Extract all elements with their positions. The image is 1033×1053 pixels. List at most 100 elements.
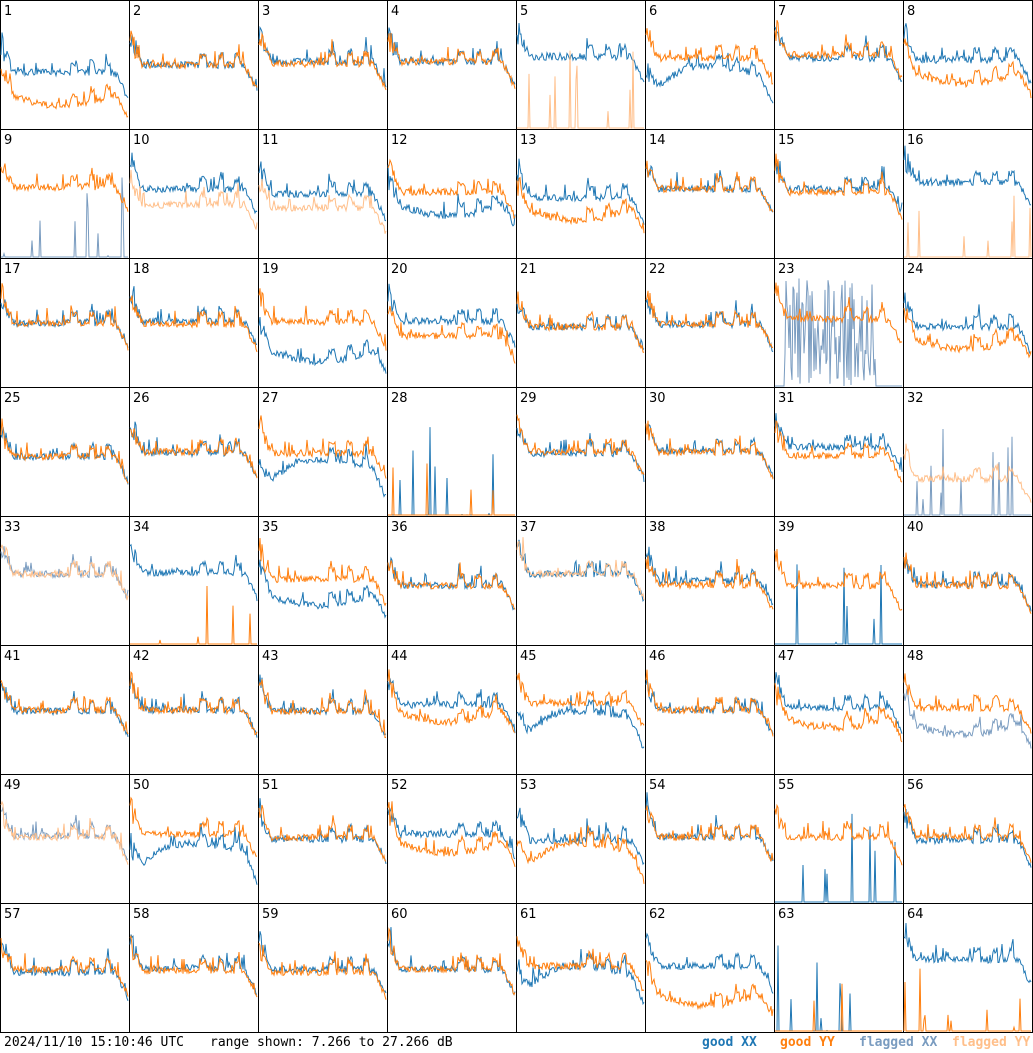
panel-label: 24 [907,262,924,277]
panel-label: 22 [649,262,666,277]
panel-48: 48 [903,645,1033,775]
panel-10: 10 [129,129,259,259]
panel-58: 58 [129,903,259,1033]
series-yy-58 [129,934,258,998]
panel-label: 50 [133,778,150,793]
series-xx-31 [774,413,903,472]
panel-frame [258,129,388,259]
panel-54: 54 [645,774,775,904]
series-yy-17 [0,283,129,351]
panel-46: 46 [645,645,775,775]
series-yy-4 [387,32,516,89]
series-yy-55 [774,803,903,866]
panel-frame [516,0,646,130]
panel-frame [516,774,646,904]
panel-frame [516,516,646,646]
series-yy-52 [387,801,516,868]
panel-21: 21 [516,258,646,388]
panel-label: 47 [778,649,795,664]
series-xx-5 [516,22,645,83]
series-yy-49 [0,800,129,865]
series-yy-24 [903,307,1032,359]
panel-4: 4 [387,0,517,130]
panel-label: 11 [262,133,279,148]
series-xx-26 [129,421,258,478]
panel-26: 26 [129,387,259,517]
series-xx-16 [903,145,1032,206]
panel-15: 15 [774,129,904,259]
panel-frame [516,258,646,388]
panel-label: 5 [520,4,528,19]
panel-label: 46 [649,649,666,664]
panel-label: 55 [778,778,795,793]
series-yy-25 [0,418,129,484]
series-xx-3 [258,25,387,88]
series-yy-31 [774,419,903,483]
series-yy-6 [645,28,774,85]
series-yy-35 [258,537,387,607]
series-yy-45 [516,672,645,727]
series-xx-64 [903,922,1032,984]
panel-label: 44 [391,649,408,664]
panel-12: 12 [387,129,517,259]
panel-59: 59 [258,903,388,1033]
panel-50: 50 [129,774,259,904]
panel-label: 39 [778,520,795,535]
panel-label: 42 [133,649,150,664]
series-yy-7 [774,20,903,80]
panel-52: 52 [387,774,517,904]
panel-label: 59 [262,907,279,922]
panel-1: 1 [0,0,130,130]
panel-62: 62 [645,903,775,1033]
legend-flagged-yy: flagged YY [952,1035,1031,1050]
series-yy-39 [774,548,903,611]
panel-label: 4 [391,4,399,19]
panel-label: 45 [520,649,537,664]
panel-44: 44 [387,645,517,775]
series-xx-20 [387,283,516,348]
panel-39: 39 [774,516,904,646]
series-yy-13 [516,176,645,234]
panel-frame [903,258,1033,388]
series-yy-21 [516,291,645,353]
series-yy-3 [258,32,387,91]
panel-60: 60 [387,903,517,1033]
panel-label: 12 [391,133,408,148]
series-yy-15 [774,153,903,220]
series-xx-47 [774,672,903,734]
panel-41: 41 [0,645,130,775]
series-xx-52 [387,806,516,860]
panel-51: 51 [258,774,388,904]
series-yy-63 [775,983,902,1032]
panel-label: 23 [778,262,795,277]
series-yy-50 [129,796,258,857]
panel-31: 31 [774,387,904,517]
panel-label: 26 [133,391,150,406]
panel-57: 57 [0,903,130,1033]
panel-29: 29 [516,387,646,517]
series-xx-1 [0,32,129,99]
panel-24: 24 [903,258,1033,388]
panel-frame [516,903,646,1033]
series-yy-60 [387,927,516,996]
panel-label: 64 [907,907,924,922]
panel-frame [0,129,130,259]
series-xx-40 [903,558,1032,612]
series-xx-44 [387,678,516,734]
series-yy-23 [774,282,903,344]
series-xx-62 [645,932,774,994]
panel-frame [645,387,775,517]
series-xx-39 [775,564,902,645]
series-yy-41 [0,680,129,735]
panel-34: 34 [129,516,259,646]
series-xx-61 [516,948,645,1006]
panel-27: 27 [258,387,388,517]
series-yy-34 [130,585,257,645]
series-xx-23 [775,278,902,387]
series-xx-19 [258,316,387,374]
panel-53: 53 [516,774,646,904]
panel-23: 23 [774,258,904,388]
panel-label: 61 [520,907,537,922]
series-xx-9 [1,177,128,258]
series-xx-8 [903,23,1032,85]
